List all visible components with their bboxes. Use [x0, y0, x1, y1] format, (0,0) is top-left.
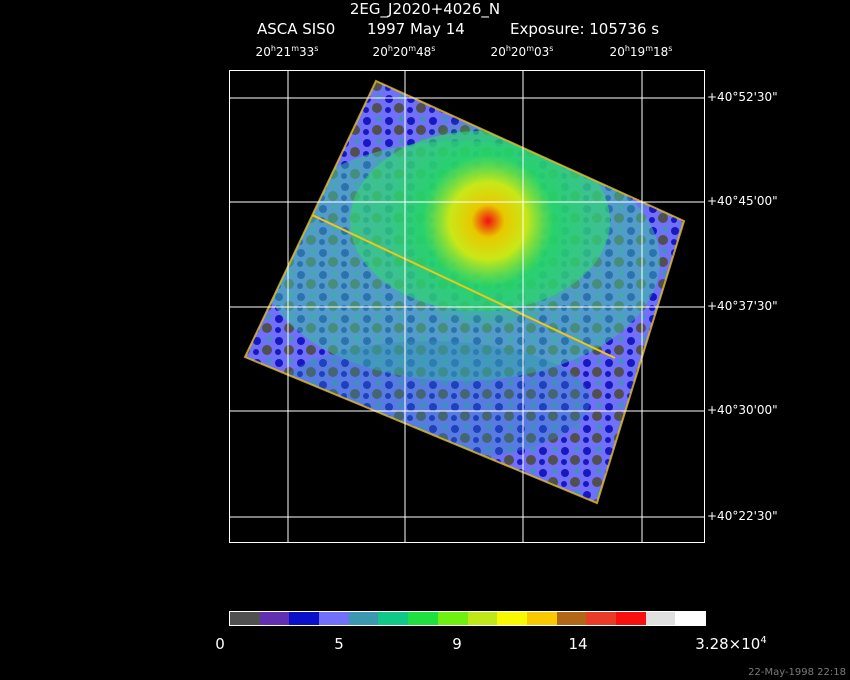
colorbar-swatch	[645, 612, 676, 625]
bright-source	[378, 111, 598, 331]
ra-tick-label: 20h21m33s	[255, 44, 319, 59]
colorbar-swatch	[259, 612, 290, 625]
ra-tick-label: 20h20m03s	[490, 44, 554, 59]
colorbar-label: 14	[568, 635, 588, 653]
colorbar-swatch	[675, 612, 705, 625]
colorbar-swatch	[497, 612, 527, 625]
colorbar-swatch	[437, 612, 468, 625]
instrument-label: ASCA SIS0	[257, 20, 336, 38]
colorbar-swatch	[556, 612, 587, 625]
colorbar-label: 0	[215, 635, 225, 653]
dec-tick-label: +40°37'30"	[707, 299, 778, 313]
colorbar-swatch	[615, 612, 646, 625]
exposure-label: Exposure: 105736 s	[510, 20, 660, 38]
colorbar-max-label: 3.28×104	[695, 635, 767, 653]
ra-tick-label: 20h20m48s	[372, 44, 436, 59]
colorbar-label: 5	[334, 635, 344, 653]
dec-tick-label: +40°22'30"	[707, 509, 778, 523]
colorbar-swatch	[348, 612, 379, 625]
colorbar-swatch	[319, 612, 349, 625]
image-title: 2EG_J2020+4026_N	[349, 0, 501, 18]
xray-sky-image	[230, 71, 704, 542]
timestamp: 22-May-1998 22:18	[748, 667, 846, 678]
dec-tick-label: +40°45'00"	[707, 194, 778, 208]
color-bar	[229, 611, 706, 626]
colorbar-swatch	[586, 612, 616, 625]
ra-tick-label: 20h19m18s	[609, 44, 673, 59]
colorbar-swatch	[230, 612, 260, 625]
colorbar-swatch	[289, 612, 320, 625]
image-frame	[229, 70, 705, 543]
dec-tick-label: +40°30'00"	[707, 403, 778, 417]
colorbar-swatch	[526, 612, 557, 625]
colorbar-swatch	[408, 612, 438, 625]
observation-date: 1997 May 14	[367, 20, 465, 38]
colorbar-swatch	[467, 612, 498, 625]
colorbar-swatch	[378, 612, 409, 625]
colorbar-label: 9	[452, 635, 462, 653]
dec-tick-label: +40°52'30"	[707, 90, 778, 104]
coordinate-grid	[230, 71, 704, 542]
